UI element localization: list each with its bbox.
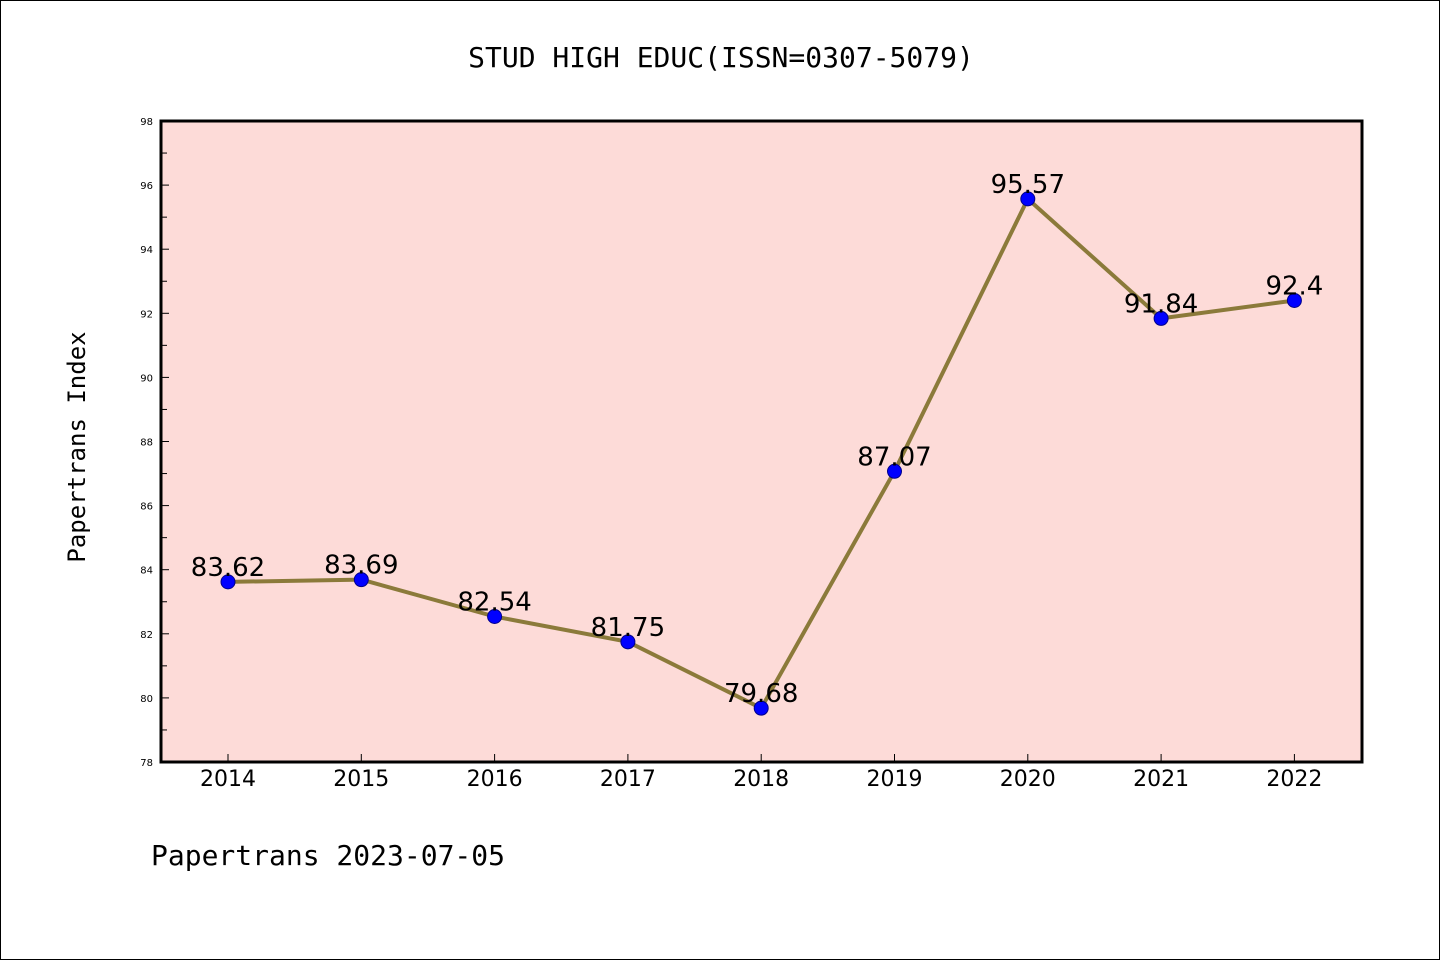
data-point bbox=[1286, 292, 1302, 308]
data-label: 83.69 bbox=[324, 551, 398, 581]
y-tick-label: 96 bbox=[140, 181, 153, 192]
y-tick-label: 82 bbox=[140, 630, 153, 641]
data-point bbox=[1020, 191, 1036, 207]
plot-area bbox=[161, 121, 1362, 762]
data-point bbox=[220, 574, 236, 590]
data-points bbox=[220, 191, 1302, 716]
y-tick-label: 78 bbox=[140, 758, 153, 769]
x-tick-label: 2017 bbox=[600, 767, 656, 792]
data-label: 92.4 bbox=[1265, 271, 1323, 301]
x-tick-label: 2018 bbox=[733, 767, 789, 792]
x-tick-label: 2016 bbox=[467, 767, 523, 792]
x-tick-label: 2022 bbox=[1266, 767, 1322, 792]
data-point bbox=[887, 463, 902, 479]
y-tick-label: 86 bbox=[140, 502, 153, 513]
data-labels: 83.62 83.69 82.54 81.75 79.68 87.07 95.57 91.84… bbox=[191, 170, 1324, 709]
data-point bbox=[353, 572, 369, 588]
y-axis: 78 80 82 84 86 88 90 92 94 96 98 bbox=[140, 117, 169, 769]
x-tick-label: 2014 bbox=[200, 767, 256, 792]
x-tick-label: 2020 bbox=[1000, 767, 1056, 792]
y-axis-label: Papertrans Index bbox=[63, 331, 91, 562]
data-label: 82.54 bbox=[457, 587, 531, 617]
data-label: 95.57 bbox=[991, 170, 1065, 200]
y-tick-label: 94 bbox=[140, 245, 153, 256]
data-point bbox=[487, 608, 503, 624]
data-label: 79.68 bbox=[724, 679, 798, 709]
data-label: 87.07 bbox=[857, 442, 931, 472]
data-label: 81.75 bbox=[591, 613, 665, 643]
y-tick-label: 90 bbox=[140, 373, 153, 384]
plot-border bbox=[159, 119, 1364, 764]
x-tick-label: 2021 bbox=[1133, 767, 1189, 792]
footer-text: Papertrans 2023-07-05 bbox=[151, 839, 505, 872]
x-tick-label: 2019 bbox=[867, 767, 923, 792]
data-label: 91.84 bbox=[1124, 289, 1198, 319]
x-tick-label: 2015 bbox=[333, 767, 389, 792]
y-tick-label: 98 bbox=[140, 117, 153, 128]
data-label: 83.62 bbox=[191, 553, 265, 583]
y-tick-label: 92 bbox=[140, 309, 153, 320]
chart-title: STUD HIGH EDUC(ISSN=0307-5079) bbox=[468, 41, 974, 74]
x-axis: 2014 2015 2016 2017 2018 2019 2020 2021 2022 bbox=[200, 754, 1322, 792]
y-tick-label: 80 bbox=[140, 694, 153, 705]
data-point bbox=[620, 634, 636, 650]
data-point bbox=[1153, 310, 1169, 326]
y-tick-label: 88 bbox=[140, 438, 153, 449]
y-tick-label: 84 bbox=[140, 566, 153, 577]
data-point bbox=[753, 700, 769, 716]
